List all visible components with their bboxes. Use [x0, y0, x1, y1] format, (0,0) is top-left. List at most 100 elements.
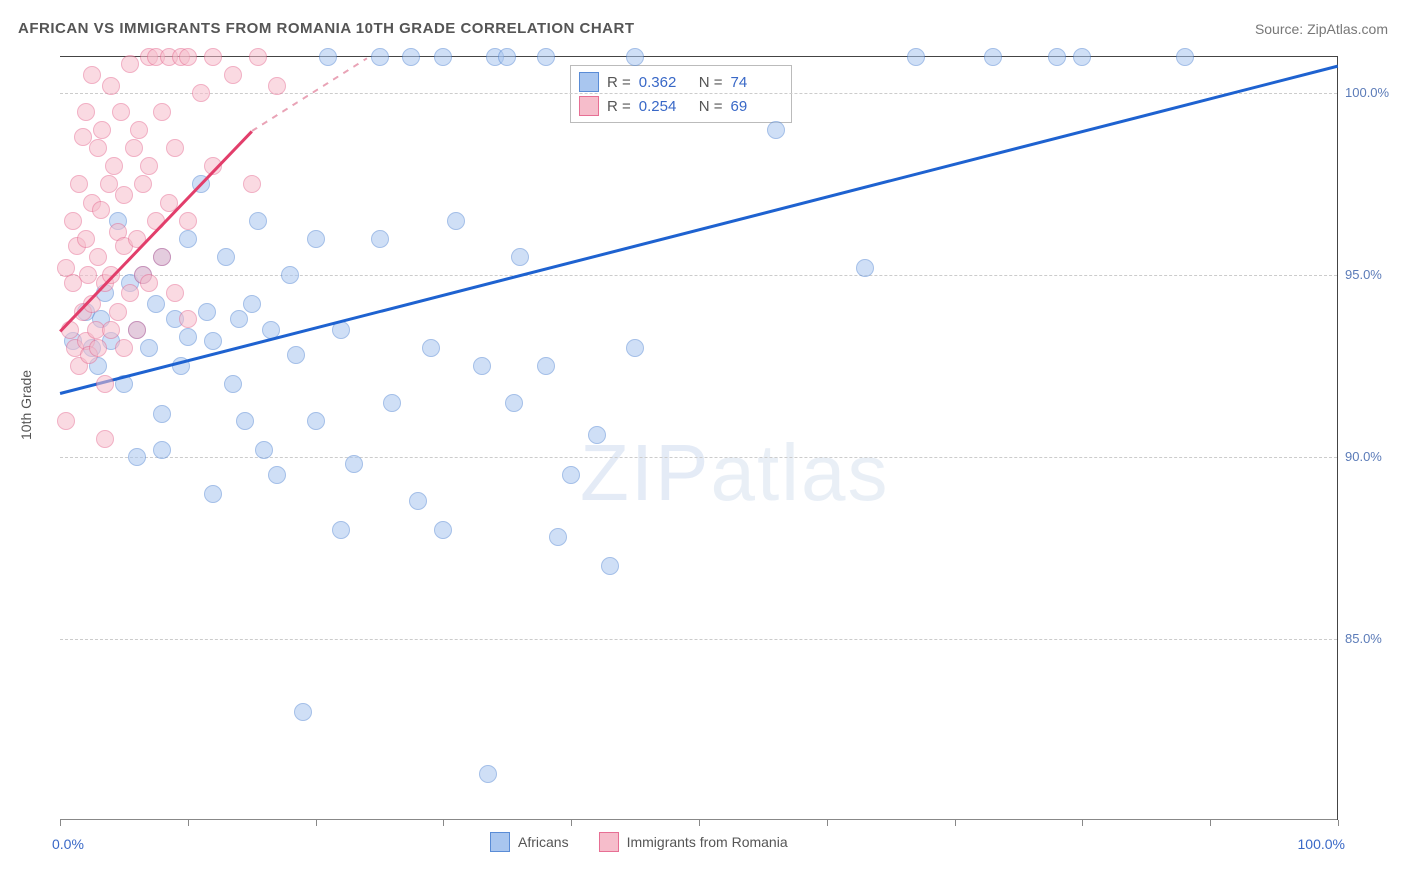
data-point	[1176, 48, 1194, 66]
data-point	[402, 48, 420, 66]
data-point	[89, 339, 107, 357]
data-point	[179, 212, 197, 230]
data-point	[434, 521, 452, 539]
x-tick	[316, 820, 317, 826]
data-point	[479, 765, 497, 783]
data-point	[204, 485, 222, 503]
data-point	[268, 77, 286, 95]
gridline	[60, 275, 1337, 276]
data-point	[255, 441, 273, 459]
data-point	[125, 139, 143, 157]
gridline	[60, 639, 1337, 640]
data-point	[1048, 48, 1066, 66]
n-label: N =	[699, 74, 723, 91]
watermark: ZIPatlas	[580, 427, 889, 519]
legend-swatch	[579, 72, 599, 92]
y-tick-label: 85.0%	[1345, 631, 1395, 646]
data-point	[130, 121, 148, 139]
legend-swatch	[490, 832, 510, 852]
data-point	[179, 230, 197, 248]
r-value: 0.254	[639, 98, 691, 115]
data-point	[447, 212, 465, 230]
data-point	[89, 139, 107, 157]
y-tick-label: 95.0%	[1345, 267, 1395, 282]
legend-item: Africans	[490, 832, 569, 852]
data-point	[77, 230, 95, 248]
data-point	[112, 103, 130, 121]
x-axis-min-label: 0.0%	[52, 836, 84, 852]
data-point	[307, 230, 325, 248]
data-point	[77, 103, 95, 121]
series-legend: AfricansImmigrants from Romania	[490, 832, 788, 852]
data-point	[153, 405, 171, 423]
scatter-chart: ZIPatlas 0.0% 100.0% R =0.362N =74R =0.2…	[60, 56, 1338, 820]
gridline	[60, 93, 1337, 94]
data-point	[511, 248, 529, 266]
data-point	[96, 375, 114, 393]
data-point	[105, 157, 123, 175]
y-tick-label: 100.0%	[1345, 85, 1395, 100]
data-point	[294, 703, 312, 721]
data-point	[626, 339, 644, 357]
x-tick	[60, 820, 61, 826]
x-tick	[188, 820, 189, 826]
data-point	[179, 328, 197, 346]
data-point	[192, 84, 210, 102]
data-point	[224, 66, 242, 84]
data-point	[140, 157, 158, 175]
x-tick	[827, 820, 828, 826]
stats-row: R =0.362N =74	[579, 70, 783, 94]
x-axis-max-label: 100.0%	[1298, 836, 1345, 852]
data-point	[89, 248, 107, 266]
data-point	[984, 48, 1002, 66]
data-point	[70, 175, 88, 193]
data-point	[345, 455, 363, 473]
data-point	[102, 321, 120, 339]
data-point	[64, 212, 82, 230]
watermark-atlas: atlas	[710, 428, 889, 517]
data-point	[626, 48, 644, 66]
x-tick	[443, 820, 444, 826]
data-point	[601, 557, 619, 575]
data-point	[409, 492, 427, 510]
data-point	[287, 346, 305, 364]
data-point	[166, 139, 184, 157]
data-point	[204, 332, 222, 350]
data-point	[588, 426, 606, 444]
x-tick	[699, 820, 700, 826]
data-point	[204, 48, 222, 66]
x-tick	[1210, 820, 1211, 826]
data-point	[134, 175, 152, 193]
data-point	[179, 48, 197, 66]
data-point	[549, 528, 567, 546]
x-tick	[1338, 820, 1339, 826]
y-tick-label: 90.0%	[1345, 449, 1395, 464]
data-point	[434, 48, 452, 66]
data-point	[128, 321, 146, 339]
data-point	[249, 212, 267, 230]
data-point	[140, 274, 158, 292]
x-tick	[571, 820, 572, 826]
data-point	[153, 248, 171, 266]
data-point	[907, 48, 925, 66]
stats-row: R =0.254N =69	[579, 94, 783, 118]
y-axis-label: 10th Grade	[18, 370, 34, 440]
data-point	[505, 394, 523, 412]
data-point	[498, 48, 516, 66]
data-point	[121, 284, 139, 302]
data-point	[224, 375, 242, 393]
data-point	[249, 48, 267, 66]
data-point	[153, 103, 171, 121]
data-point	[537, 357, 555, 375]
r-value: 0.362	[639, 74, 691, 91]
data-point	[57, 412, 75, 430]
data-point	[319, 48, 337, 66]
data-point	[422, 339, 440, 357]
n-value: 74	[731, 74, 783, 91]
legend-swatch	[579, 96, 599, 116]
source-link[interactable]: ZipAtlas.com	[1307, 21, 1388, 37]
n-label: N =	[699, 98, 723, 115]
data-point	[115, 186, 133, 204]
data-point	[371, 230, 389, 248]
data-point	[1073, 48, 1091, 66]
